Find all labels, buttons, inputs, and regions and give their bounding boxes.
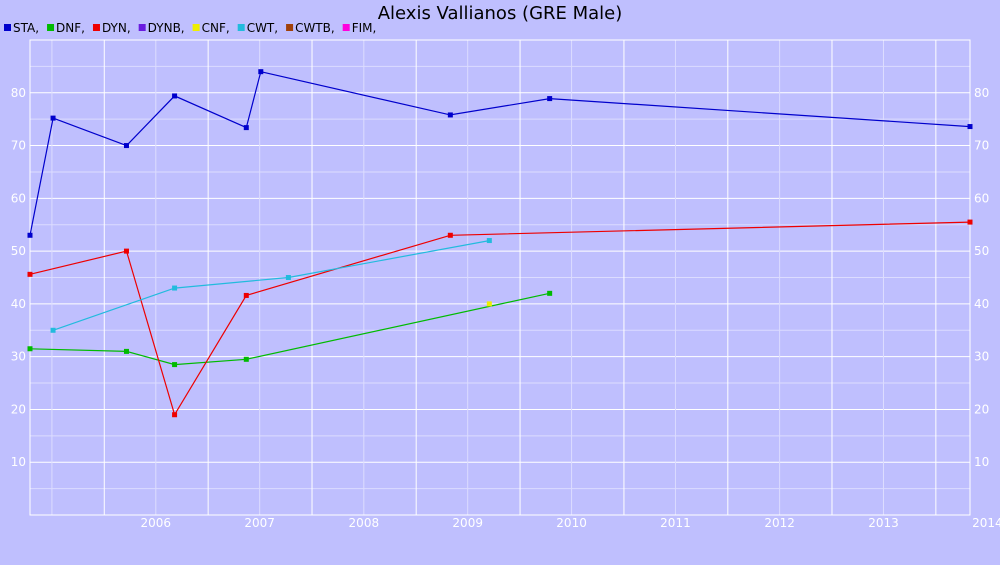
legend-swatch: [342, 24, 350, 31]
x-tick-label: 2009: [452, 516, 483, 530]
series-sta: [27, 69, 973, 238]
x-tick-label: 2012: [764, 516, 795, 530]
y-tick-label-left: 20: [11, 402, 26, 416]
x-tick-label: 2014: [972, 516, 1000, 530]
data-point-sta: [172, 93, 178, 99]
legend-swatch: [237, 24, 245, 31]
legend: STA, DNF, DYN, DYNB, CNF, CWT, CWTB, FIM,: [4, 21, 376, 35]
y-tick-label-right: 60: [974, 191, 989, 205]
y-tick-label-left: 30: [11, 350, 26, 364]
data-point-dyn: [967, 219, 973, 225]
series-cwt: [50, 238, 492, 333]
data-point-dyn: [447, 232, 453, 238]
y-tick-label-left: 60: [11, 191, 26, 205]
data-point-dyn: [172, 412, 178, 418]
legend-swatch: [92, 24, 100, 31]
data-point-dnf: [123, 348, 129, 354]
legend-swatch: [192, 24, 200, 31]
data-point-sta: [27, 232, 33, 238]
data-point-cnf: [486, 301, 492, 307]
series-cnf: [486, 301, 492, 307]
y-tick-label-right: 30: [974, 350, 989, 364]
chart-title: Alexis Vallianos (GRE Male): [378, 3, 623, 24]
data-point-sta: [243, 125, 249, 131]
data-point-dnf: [547, 290, 553, 296]
data-point-dyn: [123, 248, 129, 254]
y-axis-left: 10 20 30 40 50 60 70 80: [11, 86, 26, 469]
x-tick-label: 2013: [868, 516, 899, 530]
y-axis-right: 10 20 30 40 50 60 70 80: [974, 86, 989, 469]
y-tick-label-right: 80: [974, 86, 989, 100]
y-tick-label-left: 10: [11, 455, 26, 469]
data-point-dyn: [243, 292, 249, 298]
legend-label: DYN,: [102, 21, 131, 35]
data-point-cwt: [486, 238, 492, 244]
data-point-dnf: [243, 356, 249, 362]
series-dyn: [27, 219, 973, 418]
data-point-sta: [447, 112, 453, 118]
data-point-sta: [258, 69, 264, 75]
legend-label: CWTB,: [295, 21, 335, 35]
y-tick-label-right: 40: [974, 297, 989, 311]
legend-label: STA,: [13, 21, 39, 35]
legend-label: CWT,: [247, 21, 278, 35]
data-point-cwt: [50, 327, 56, 333]
series-line-dyn: [29, 221, 971, 417]
legend-label: DYNB,: [148, 21, 185, 35]
data-point-sta: [547, 96, 553, 102]
series-layer: [27, 69, 973, 418]
y-tick-label-right: 20: [974, 402, 989, 416]
data-point-sta: [967, 124, 973, 130]
x-tick-label: 2007: [244, 516, 275, 530]
grid: [29, 39, 971, 516]
series-line-cwt: [52, 240, 490, 331]
legend-swatch: [4, 24, 11, 31]
legend-swatch: [138, 24, 146, 31]
y-tick-label-left: 40: [11, 297, 26, 311]
plot-frame: [29, 39, 971, 516]
y-tick-label-right: 70: [974, 139, 989, 153]
legend-label: CNF,: [202, 21, 230, 35]
data-point-dyn: [27, 271, 33, 277]
x-tick-label: 2008: [349, 516, 380, 530]
legend-swatch: [47, 24, 55, 31]
x-tick-label: 2006: [141, 516, 172, 530]
legend-swatch: [286, 24, 294, 31]
x-tick-label: 2011: [660, 516, 691, 530]
x-tick-label: 2010: [556, 516, 587, 530]
legend-label: DNF,: [56, 21, 85, 35]
data-point-cwt: [285, 275, 291, 280]
data-point-sta: [50, 115, 56, 121]
y-tick-label-right: 50: [974, 244, 989, 258]
y-tick-label-left: 50: [11, 244, 26, 258]
legend-label: FIM,: [352, 21, 377, 35]
data-point-dnf: [172, 362, 178, 368]
data-point-sta: [123, 143, 129, 149]
data-point-cwt: [172, 285, 178, 291]
y-tick-label-left: 80: [11, 86, 26, 100]
data-point-dnf: [27, 346, 33, 352]
y-tick-label-right: 10: [974, 455, 989, 469]
y-tick-label-left: 70: [11, 139, 26, 153]
series-dnf: [27, 290, 553, 368]
x-axis: 2006 2007 2008 2009 2010 2011 2012 2013 2014: [141, 516, 1000, 530]
